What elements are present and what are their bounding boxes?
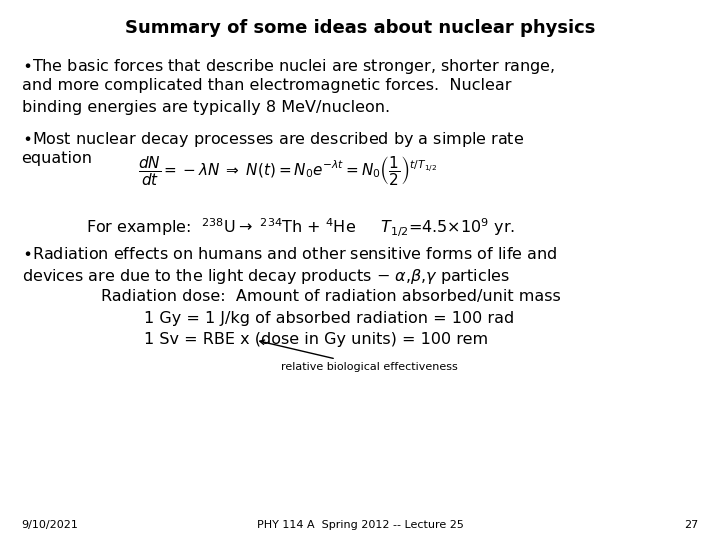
- Text: 1 Sv = RBE x (dose in Gy units) = 100 rem: 1 Sv = RBE x (dose in Gy units) = 100 re…: [144, 332, 488, 347]
- Text: $\bullet$Radiation effects on humans and other sensitive forms of life and: $\bullet$Radiation effects on humans and…: [22, 246, 557, 262]
- Text: 9/10/2021: 9/10/2021: [22, 520, 78, 530]
- Text: binding energies are typically 8 MeV/nucleon.: binding energies are typically 8 MeV/nuc…: [22, 100, 390, 115]
- Text: $\bullet$Most nuclear decay processes are described by a simple rate: $\bullet$Most nuclear decay processes ar…: [22, 130, 524, 148]
- Text: devices are due to the light decay products $-$ $\alpha$,$\beta$,$\gamma$ partic: devices are due to the light decay produ…: [22, 267, 510, 286]
- Text: PHY 114 A  Spring 2012 -- Lecture 25: PHY 114 A Spring 2012 -- Lecture 25: [256, 520, 464, 530]
- Text: For example:  $^{238}$U$\rightarrow$ $^{234}$Th + $^{4}$He     $T_{1/2}$=4.5$\ti: For example: $^{238}$U$\rightarrow$ $^{2…: [86, 216, 516, 239]
- Text: Summary of some ideas about nuclear physics: Summary of some ideas about nuclear phys…: [125, 19, 595, 37]
- Text: relative biological effectiveness: relative biological effectiveness: [260, 340, 457, 372]
- Text: $\bullet$The basic forces that describe nuclei are stronger, shorter range,: $\bullet$The basic forces that describe …: [22, 57, 554, 76]
- Text: equation: equation: [22, 151, 93, 166]
- Text: 1 Gy = 1 J/kg of absorbed radiation = 100 rad: 1 Gy = 1 J/kg of absorbed radiation = 10…: [144, 310, 514, 326]
- Text: 27: 27: [684, 520, 698, 530]
- Text: Radiation dose:  Amount of radiation absorbed/unit mass: Radiation dose: Amount of radiation abso…: [101, 289, 561, 304]
- Text: $\dfrac{dN}{dt} = -\lambda N \;\Rightarrow\; N(t) = N_0 e^{-\lambda t} = N_0\lef: $\dfrac{dN}{dt} = -\lambda N \;\Rightarr…: [138, 154, 438, 187]
- Text: and more complicated than electromagnetic forces.  Nuclear: and more complicated than electromagneti…: [22, 78, 511, 93]
